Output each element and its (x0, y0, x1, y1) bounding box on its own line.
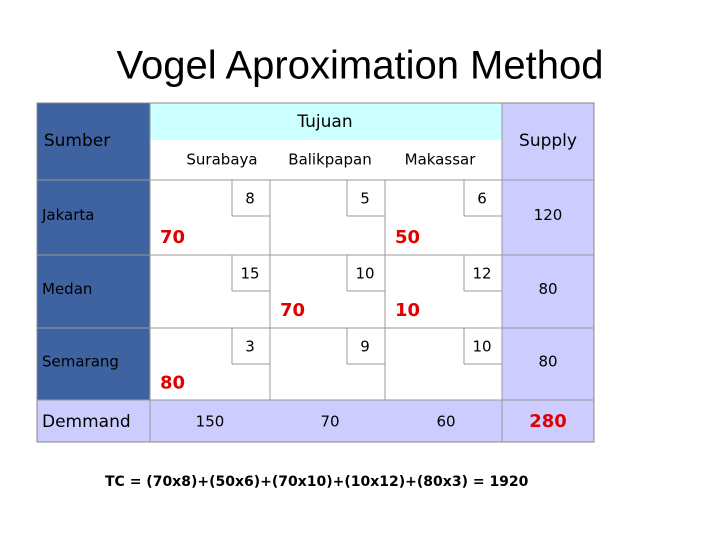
cost: 10 (355, 265, 374, 283)
cost: 15 (240, 265, 259, 283)
demand-row (150, 400, 502, 442)
cost: 3 (245, 338, 255, 356)
supply: 120 (534, 206, 563, 224)
allocation: 80 (160, 372, 185, 393)
title: Vogel Aproximation Method (117, 44, 604, 88)
demand-label: Demmand (42, 412, 131, 432)
destination-header (150, 103, 502, 140)
cost: 5 (360, 190, 370, 208)
source-label: Sumber (44, 131, 110, 151)
row-label: Medan (42, 280, 92, 298)
allocation: 70 (280, 300, 305, 321)
table-border (36, 102, 595, 443)
column-label: Makassar (405, 151, 477, 169)
destination-label: Tujuan (296, 112, 352, 132)
cost: 12 (472, 265, 491, 283)
supply-column (502, 103, 594, 442)
demand: 60 (436, 413, 455, 431)
row-label: Semarang (42, 352, 119, 370)
column-header (150, 140, 502, 180)
cost: 6 (477, 190, 487, 208)
allocation: 50 (395, 227, 420, 248)
supply-label: Supply (519, 131, 577, 151)
supply: 80 (538, 352, 557, 370)
supply: 80 (538, 280, 557, 298)
demand-label-cell (37, 400, 150, 442)
allocation: 70 (160, 227, 185, 248)
column-label: Balikpapan (288, 151, 371, 169)
row-label: Jakarta (41, 206, 94, 224)
source-column (37, 103, 150, 400)
cost: 10 (472, 338, 491, 356)
demand: 70 (320, 413, 339, 431)
cost: 8 (245, 190, 255, 208)
cost: 9 (360, 338, 370, 356)
allocation: 10 (395, 300, 420, 321)
formula: TC = (70x8)+(50x6)+(70x10)+(10x12)+(80x3… (105, 474, 529, 490)
demand: 150 (196, 413, 225, 431)
grid (37, 103, 594, 442)
demand-total: 280 (529, 411, 567, 432)
column-label: Surabaya (186, 151, 257, 169)
